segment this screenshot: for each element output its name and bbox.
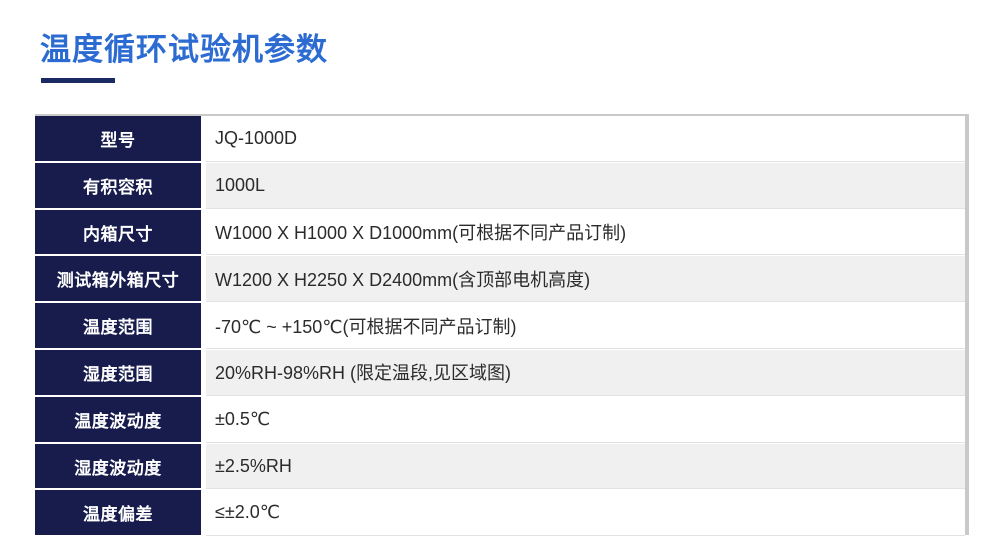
spec-value: W1200 X H2250 X D2400mm(含顶部电机高度): [206, 256, 965, 302]
spec-label: 湿度波动度: [35, 443, 201, 489]
spec-value: W1000 X H1000 X D1000mm(可根据不同产品订制): [206, 209, 965, 255]
spec-value: ±2.5%RH: [206, 443, 965, 489]
table-row: 温度偏差 ≤±2.0℃: [35, 490, 965, 536]
table-row: 湿度范围 20%RH-98%RH (限定温段,见区域图): [35, 350, 965, 395]
title-underline: [41, 78, 115, 84]
page-title: 温度循环试验机参数: [40, 32, 328, 67]
table-row: 型号 JQ-1000D: [35, 116, 965, 161]
spec-label: 温度波动度: [35, 396, 201, 442]
spec-label: 型号: [35, 116, 201, 161]
spec-label: 湿度范围: [35, 350, 201, 395]
page-header: 温度循环试验机参数: [0, 0, 1000, 84]
spec-value: ±0.5℃: [206, 396, 965, 442]
spec-label: 温度偏差: [35, 490, 201, 536]
spec-label: 有积容积: [35, 162, 201, 208]
table-row: 湿度波动度 ±2.5%RH: [35, 443, 965, 489]
table-row: 内箱尺寸 W1000 X H1000 X D1000mm(可根据不同产品订制): [35, 209, 965, 255]
table-row: 测试箱外箱尺寸 W1200 X H2250 X D2400mm(含顶部电机高度): [35, 256, 965, 302]
spec-value: -70℃ ~ +150℃(可根据不同产品订制): [206, 303, 965, 349]
spec-label: 内箱尺寸: [35, 209, 201, 255]
spec-label: 温度范围: [35, 303, 201, 349]
spec-label: 测试箱外箱尺寸: [35, 256, 201, 302]
spec-table: 型号 JQ-1000D 有积容积 1000L 内箱尺寸 W1000 X H100…: [35, 114, 969, 536]
spec-value: 1000L: [206, 162, 965, 208]
spec-value: JQ-1000D: [206, 116, 965, 161]
spec-value: ≤±2.0℃: [206, 490, 965, 536]
table-row: 温度波动度 ±0.5℃: [35, 396, 965, 442]
table-row: 有积容积 1000L: [35, 162, 965, 208]
spec-value: 20%RH-98%RH (限定温段,见区域图): [206, 350, 965, 395]
table-row: 温度范围 -70℃ ~ +150℃(可根据不同产品订制): [35, 303, 965, 349]
